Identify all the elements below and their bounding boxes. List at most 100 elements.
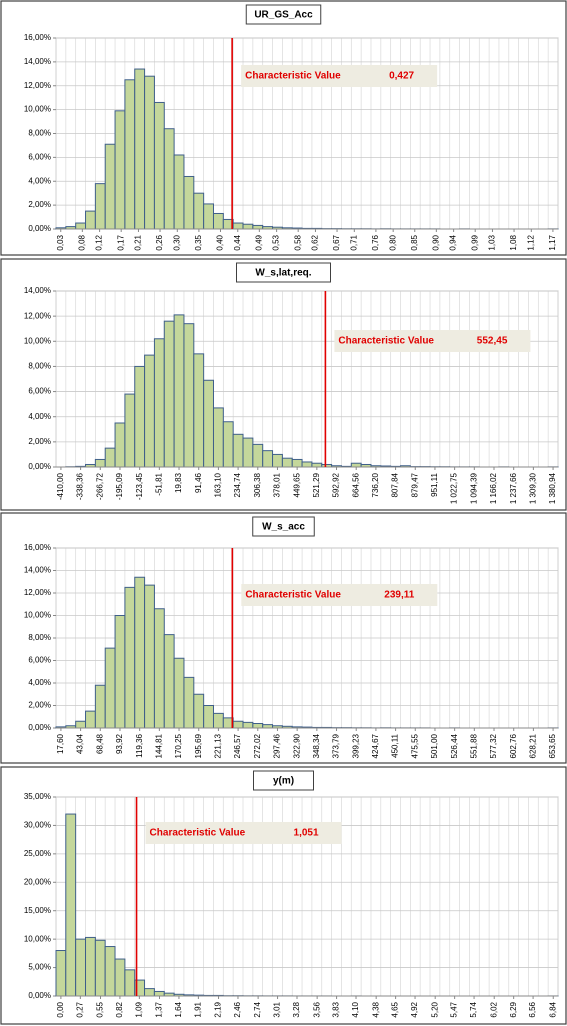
bar [281, 457, 293, 468]
x-tick-label: 3,56 [312, 1001, 321, 1017]
x-tick-label: 0,08 [77, 234, 86, 250]
bar [75, 720, 87, 729]
x-tick-label: 348,34 [312, 733, 321, 758]
x-tick-label: 91,46 [194, 472, 203, 493]
bar [183, 676, 195, 729]
annotation-box [334, 330, 531, 352]
bar [104, 447, 116, 468]
x-tick-label: 5,74 [469, 1001, 478, 1017]
y-tick-label: 0,00% [28, 723, 51, 732]
x-tick-label: 807,84 [391, 472, 400, 497]
x-tick-label: 0,21 [134, 234, 143, 250]
y-tick-label: 2,00% [28, 437, 51, 446]
bar [75, 938, 87, 997]
bar [232, 720, 244, 729]
x-tick-label: 0,03 [56, 234, 65, 250]
x-tick-label: 0,40 [216, 234, 225, 250]
y-tick-label: 6,00% [28, 152, 51, 161]
bar [183, 175, 195, 230]
annotation-value: 1,051 [294, 828, 319, 839]
x-tick-label: -266,72 [95, 472, 104, 500]
x-tick-label: 424,67 [371, 733, 380, 758]
x-tick-label: 1 022,75 [450, 472, 459, 504]
x-tick-label: 0,49 [254, 234, 263, 250]
y-tick-label: 35,00% [24, 792, 51, 801]
x-tick-label: 0,44 [233, 234, 242, 250]
annotation-label: Characteristic Value [150, 828, 246, 839]
x-tick-label: 0,67 [332, 234, 341, 250]
bar [144, 354, 155, 468]
x-tick-label: -338,36 [76, 472, 85, 500]
x-tick-label: 1,91 [193, 1001, 202, 1017]
bar [193, 353, 205, 468]
chart-title: y(m) [273, 776, 294, 787]
x-tick-label: 246,57 [233, 733, 242, 758]
x-tick-label: 449,65 [292, 472, 301, 497]
bar [252, 723, 264, 729]
bar [94, 684, 106, 729]
x-tick-label: 0,30 [172, 234, 181, 250]
bar [114, 615, 126, 729]
x-tick-label: 272,02 [253, 733, 262, 758]
x-tick-label: 43,04 [76, 733, 85, 754]
x-tick-label: 1,09 [134, 1001, 143, 1017]
x-tick-label: 5,20 [430, 1001, 439, 1017]
bar [242, 437, 254, 468]
x-tick-label: 2,19 [214, 1001, 223, 1017]
x-tick-label: 0,53 [272, 234, 281, 250]
x-tick-label: 4,65 [391, 1001, 400, 1017]
x-tick-label: 378,01 [273, 472, 282, 497]
chart-panel: UR_GS_Acc 0,00% 2,00% 4,00% 6,00% 8,00% 10,00%… [0, 0, 567, 256]
x-tick-label: 1,12 [526, 234, 535, 250]
x-tick-label: 6,02 [489, 1001, 498, 1017]
x-tick-label: 3,28 [292, 1001, 301, 1017]
title-box [245, 4, 322, 25]
annotation-box [241, 65, 438, 87]
y-tick-label: 14,00% [24, 286, 51, 295]
x-tick-label: 297,46 [273, 733, 282, 758]
bar [144, 584, 155, 729]
bar [242, 721, 254, 729]
x-tick-label: 399,23 [351, 733, 360, 758]
title-box [252, 516, 315, 537]
chart-title: W_s,lat,req. [255, 268, 311, 279]
x-tick-label: 3,01 [273, 1001, 282, 1017]
bar [193, 192, 205, 230]
x-tick-label: 0,00 [56, 1001, 65, 1017]
bar [124, 586, 136, 729]
bar [163, 634, 175, 729]
x-tick-label: 119,36 [135, 733, 144, 757]
x-tick-label: 0,71 [349, 234, 358, 250]
bar [153, 338, 165, 468]
bar [124, 393, 136, 468]
bar [104, 946, 116, 997]
y-tick-label: 4,00% [28, 412, 51, 421]
bar [153, 608, 165, 729]
y-tick-label: 10,00% [24, 934, 51, 943]
y-tick-label: 5,00% [28, 963, 51, 972]
x-tick-label: 221,13 [214, 733, 223, 758]
x-tick-label: 68,48 [95, 733, 104, 754]
y-tick-label: 2,00% [28, 200, 51, 209]
x-tick-label: 1 094,39 [469, 472, 478, 504]
x-tick-label: 501,00 [430, 733, 439, 758]
x-tick-label: 879,47 [410, 472, 419, 497]
x-tick-label: 951,11 [430, 472, 439, 496]
annotation-value: 0,427 [389, 71, 414, 82]
x-tick-label: 577,32 [489, 733, 498, 758]
x-tick-label: 195,69 [194, 733, 203, 758]
annotation-box [145, 822, 342, 844]
y-tick-label: 0,00% [28, 224, 51, 233]
y-tick-label: 16,00% [24, 33, 51, 42]
x-tick-label: 170,25 [174, 733, 183, 758]
x-tick-label: 664,56 [351, 472, 360, 497]
chart-title: UR_GS_Acc [254, 10, 313, 21]
bar [212, 212, 224, 230]
x-tick-label: 475,55 [410, 733, 419, 758]
bar [94, 939, 106, 997]
x-tick-label: -123,45 [135, 472, 144, 500]
x-tick-label: 628,21 [529, 733, 538, 758]
x-tick-label: 163,10 [214, 472, 223, 497]
y-tick-label: 14,00% [24, 566, 51, 575]
x-tick-label: -195,09 [115, 472, 124, 500]
